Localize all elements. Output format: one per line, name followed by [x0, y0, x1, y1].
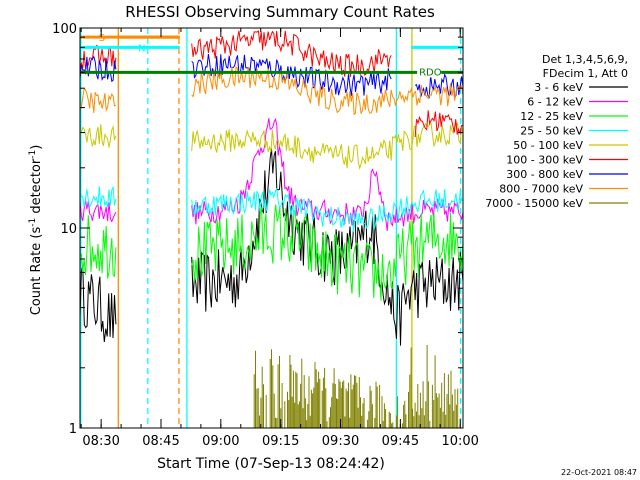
x-tick-label-6: 10:00	[441, 434, 478, 449]
y-axis-label: Count Rate (s-1 detector-1)	[28, 145, 44, 316]
x-axis-label: Start Time (07-Sep-13 08:24:42)	[157, 456, 385, 472]
x-tick-label-2: 09:00	[202, 434, 239, 449]
state-bar-label-s: S	[99, 33, 105, 44]
legend-header-line-2: FDecim 1, Att 0	[543, 67, 628, 80]
x-tick-label-3: 09:15	[262, 434, 299, 449]
series-3-segment-1	[191, 188, 464, 233]
legend-label-0: 3 - 6 keV	[534, 81, 583, 94]
series-4-segment-0	[79, 124, 117, 148]
series-7-segment-1	[191, 65, 464, 116]
legend-label-8: 7000 - 15000 keV	[485, 197, 583, 210]
series-7-segment-0	[79, 88, 117, 113]
legend-label-2: 12 - 25 keV	[520, 110, 583, 123]
axes: 08:30 08:45 09:00 09:15 09:30 09:45 10:00 1 10 10…	[52, 22, 479, 449]
series-7	[79, 65, 464, 116]
series-2	[79, 204, 464, 301]
legend-label-7: 800 - 7000 keV	[499, 183, 583, 196]
series-0	[79, 148, 464, 346]
footer-timestamp: 22-Oct-2021 08:47	[561, 468, 637, 477]
legend-label-6: 300 - 800 keV	[506, 168, 583, 181]
series-0-segment-0	[79, 265, 117, 343]
legend: Det 1,3,4,5,6,9, FDecim 1, Att 0 3 - 6 k…	[485, 53, 628, 210]
legend-label-5: 100 - 300 keV	[506, 154, 583, 167]
series-5-segment-1	[191, 30, 392, 77]
series-2-segment-1	[191, 204, 464, 301]
series-4-segment-1	[191, 122, 464, 171]
series-0-segment-1	[191, 148, 464, 346]
state-bars: S N RDO	[80, 33, 463, 78]
series-6-segment-1	[191, 54, 392, 97]
rdo-label-bg	[417, 65, 442, 78]
x-tick-label-5: 09:45	[382, 434, 419, 449]
state-bar-label-n: N	[138, 43, 145, 54]
series-1-segment-1	[191, 117, 464, 231]
legend-label-3: 25 - 50 keV	[520, 125, 583, 138]
series-8-segment-0	[253, 345, 459, 428]
series-3-segment-0	[79, 185, 117, 209]
series-4	[79, 122, 464, 171]
y-axis-label-exponent-2: -1	[28, 150, 38, 159]
legend-label-1: 6 - 12 keV	[527, 96, 583, 109]
legend-header-line-1: Det 1,3,4,5,6,9,	[542, 53, 628, 66]
state-bar-label-rdo: RDO	[419, 67, 442, 78]
series-2-segment-0	[79, 215, 117, 279]
y-axis-label-exponent: -1	[28, 218, 38, 227]
y-tick-label-1: 10	[60, 222, 77, 237]
legend-label-4: 50 - 100 keV	[513, 139, 583, 152]
y-tick-label-0: 1	[69, 422, 77, 437]
series-8	[253, 345, 459, 428]
series-3	[79, 185, 464, 233]
chart-title: RHESSI Observing Summary Count Rates	[125, 3, 435, 21]
series-5-segment-2	[414, 110, 464, 138]
y-tick-label-2: 100	[52, 22, 77, 37]
x-tick-label-4: 09:30	[322, 434, 359, 449]
x-tick-label-0: 08:30	[82, 434, 119, 449]
y-axis-label-close: )	[29, 145, 44, 150]
y-axis-label-tail: detector	[29, 158, 44, 218]
y-axis-label-main: Count Rate (s	[29, 227, 44, 316]
x-tick-label-1: 08:45	[142, 434, 179, 449]
series-layer	[79, 30, 464, 428]
